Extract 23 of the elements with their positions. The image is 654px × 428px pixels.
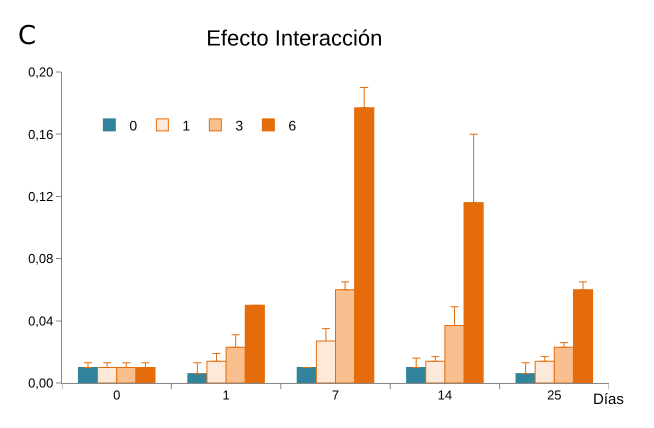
chart-title: Efecto Interacción	[206, 25, 382, 50]
y-tick-label: 0,16	[28, 126, 54, 142]
bar	[516, 373, 536, 383]
legend-label: 6	[288, 117, 296, 134]
legend-label: 0	[129, 117, 138, 134]
x-tick-label: 0	[113, 388, 120, 403]
bar	[187, 373, 208, 383]
x-axis-title: Días	[593, 391, 624, 408]
x-tick-label: 14	[438, 388, 452, 403]
bar	[296, 366, 317, 383]
bar	[406, 366, 426, 383]
text: C	[18, 21, 36, 51]
y-tick-label: 0,12	[28, 188, 54, 204]
y-tick-label: 0,04	[28, 313, 54, 328]
x-tick-label: 25	[547, 388, 562, 403]
bar	[78, 366, 98, 383]
legend-label: 3	[235, 117, 244, 134]
legend-label: 1	[182, 117, 190, 134]
y-tick-label: 0,00	[28, 376, 54, 391]
y-tick-label: 0,08	[28, 251, 54, 266]
x-tick-label: 1	[222, 388, 230, 403]
x-tick-label: 7	[332, 388, 340, 403]
y-tick-label: 0,20	[28, 64, 54, 80]
